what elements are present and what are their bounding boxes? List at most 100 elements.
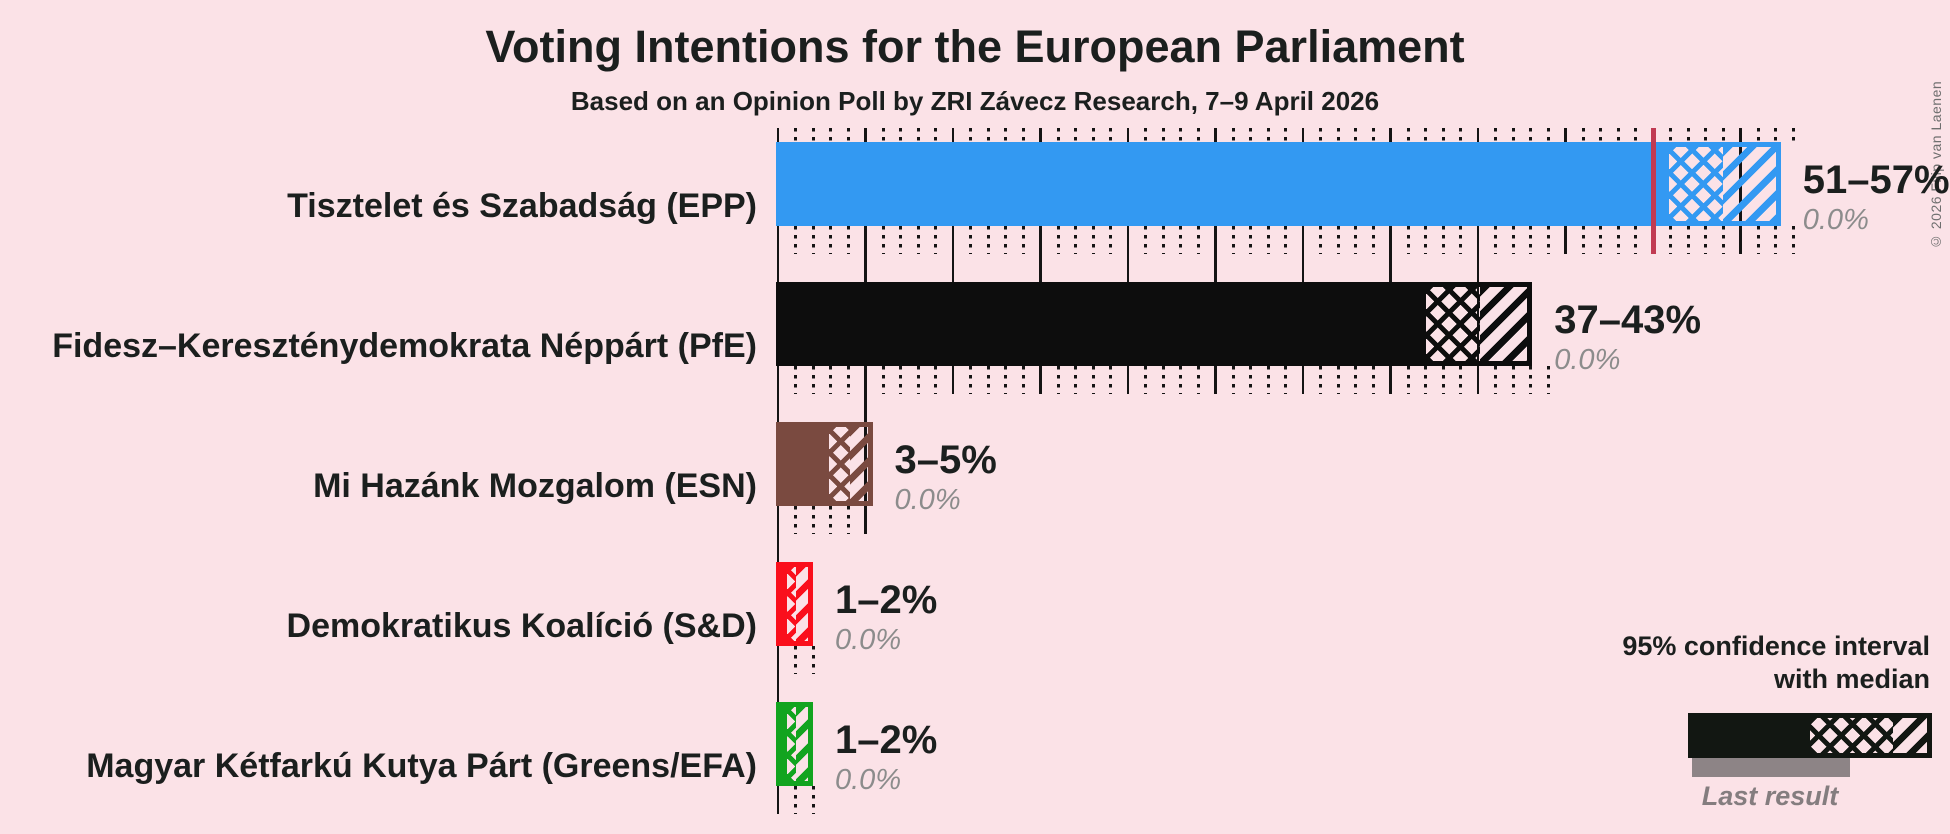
legend-last-result-bar xyxy=(1692,758,1850,777)
legend-solid-segment xyxy=(1688,713,1810,758)
bar-solid-segment xyxy=(776,142,1669,226)
bar-median-to-ci-high-diagonal xyxy=(1723,142,1781,226)
gridline-minor xyxy=(1319,366,1322,394)
gridline-minor xyxy=(1249,128,1252,142)
gridline-minor xyxy=(1074,226,1077,254)
bar-median-to-ci-high-diagonal xyxy=(795,562,813,646)
gridline-minor xyxy=(1704,128,1707,142)
gridline-minor xyxy=(1109,366,1112,394)
gridline-minor xyxy=(846,226,850,254)
bar-median-to-ci-high-diagonal xyxy=(795,702,813,786)
gridline-minor xyxy=(1004,366,1007,394)
page-subtitle: Based on an Opinion Poll by ZRI Závecz R… xyxy=(570,86,1380,116)
gridline-minor xyxy=(1546,226,1550,254)
last-result-value: 0.0% xyxy=(1554,344,1621,376)
gridline-minor xyxy=(1091,366,1095,394)
gridline-minor xyxy=(1686,226,1690,254)
gridline-minor xyxy=(916,366,920,394)
bar-ci-low-to-median-crosshatch xyxy=(786,702,796,786)
gridline-minor xyxy=(1546,366,1550,394)
gridline-minor xyxy=(1441,128,1445,142)
gridline-minor xyxy=(1284,128,1287,142)
gridline-minor xyxy=(1109,226,1112,254)
gridline-minor xyxy=(1371,226,1375,254)
bar-median-to-ci-high-diagonal xyxy=(1479,282,1533,366)
gridline-minor xyxy=(1196,366,1200,394)
gridline-minor xyxy=(1144,366,1147,394)
gridline-minor xyxy=(794,646,797,674)
bar-solid-segment xyxy=(776,702,787,786)
gridline-minor xyxy=(986,226,990,254)
last-result-value: 0.0% xyxy=(835,764,902,796)
gridline-minor xyxy=(1091,226,1095,254)
gridline-minor xyxy=(1179,128,1182,142)
gridline-minor xyxy=(1441,366,1445,394)
bar-1 xyxy=(776,142,1781,226)
gridline-minor xyxy=(1599,128,1602,142)
gridline-minor xyxy=(1581,226,1585,254)
gridline-minor xyxy=(1616,128,1620,142)
gridline-minor xyxy=(1144,128,1147,142)
bar-4 xyxy=(776,562,813,646)
gridline-minor xyxy=(794,226,797,254)
gridline-minor xyxy=(1284,366,1287,394)
gridline-minor xyxy=(829,128,832,142)
gridline-minor xyxy=(1004,226,1007,254)
gridline-minor xyxy=(1424,226,1427,254)
legend-ci-label-line1: 95% confidence interval xyxy=(1622,631,1930,661)
last-result-value: 0.0% xyxy=(835,624,902,656)
bar-3 xyxy=(776,422,873,506)
ci-range-value: 1–2% xyxy=(835,578,938,622)
party-label-5: Magyar Kétfarkú Kutya Párt (Greens/EFA) xyxy=(86,747,757,785)
gridline-minor xyxy=(1266,226,1270,254)
gridline-minor xyxy=(899,226,902,254)
gridline-minor xyxy=(1319,128,1322,142)
gridline-minor xyxy=(1424,128,1427,142)
gridline-major xyxy=(1476,128,1480,394)
legend-last-result-label: Last result xyxy=(1701,781,1839,811)
gridline-minor xyxy=(1406,226,1410,254)
value-label-2: 37–43% 0.0% xyxy=(1554,298,1701,377)
value-label-5: 1–2% 0.0% xyxy=(835,718,937,797)
gridline-minor xyxy=(1459,128,1462,142)
bar-median-to-ci-high-diagonal xyxy=(849,422,873,506)
gridline-minor xyxy=(1406,128,1410,142)
gridline-minor xyxy=(1336,226,1340,254)
legend-crosshatch-segment xyxy=(1810,713,1893,758)
gridline-minor xyxy=(1721,226,1725,254)
gridline-minor xyxy=(1791,226,1795,254)
legend-ci-label: 95% confidence interval with median xyxy=(1330,630,1930,696)
gridline-minor xyxy=(794,506,797,534)
gridline-minor xyxy=(1021,226,1025,254)
gridline-minor xyxy=(1249,226,1252,254)
gridline-minor xyxy=(1511,226,1515,254)
gridline-minor xyxy=(811,786,815,814)
gridline-minor xyxy=(1056,366,1060,394)
gridline-minor xyxy=(1494,128,1497,142)
gridline-minor xyxy=(1231,128,1235,142)
gridline-minor xyxy=(899,128,902,142)
gridline-minor xyxy=(1354,128,1357,142)
party-label-2: Fidesz–Kereszténydemokrata Néppárt (PfE) xyxy=(52,327,757,365)
gridline-minor xyxy=(969,226,972,254)
gridline-minor xyxy=(1529,366,1532,394)
gridline-minor xyxy=(1266,128,1270,142)
gridline-major xyxy=(1126,128,1130,394)
party-label-1: Tisztelet és Szabadság (EPP) xyxy=(287,187,757,225)
gridline-minor xyxy=(1284,226,1287,254)
gridline-minor xyxy=(1494,366,1497,394)
gridline-minor xyxy=(1056,128,1060,142)
bar-solid-segment xyxy=(776,562,787,646)
gridline-minor xyxy=(829,506,832,534)
gridline-minor xyxy=(1774,128,1777,142)
gridline-minor xyxy=(1669,128,1672,142)
gridline-minor xyxy=(1599,226,1602,254)
legend-diagonal-segment xyxy=(1893,713,1932,758)
gridline-minor xyxy=(1319,226,1322,254)
gridline-minor xyxy=(899,366,902,394)
party-label-4: Demokratikus Koalíció (S&D) xyxy=(286,607,757,645)
gridline-minor xyxy=(1581,128,1585,142)
gridline-minor xyxy=(881,366,885,394)
page-title: Voting Intentions for the European Parli… xyxy=(485,21,1465,72)
